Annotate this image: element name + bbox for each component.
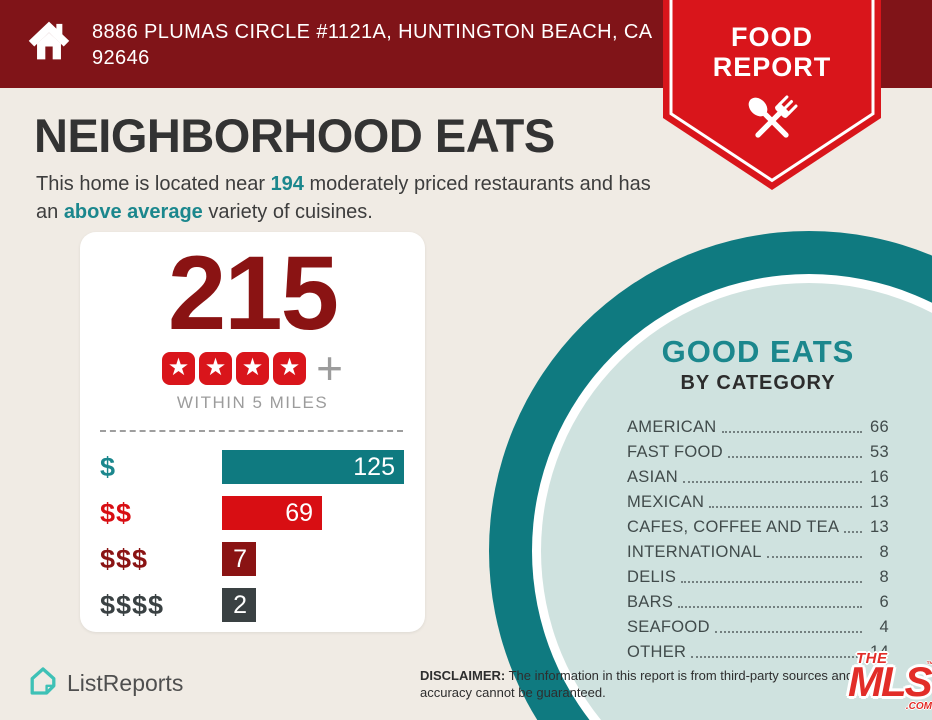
category-value: 13 (870, 517, 889, 536)
property-address: 8886 PLUMAS CIRCLE #1121A, HUNTINGTON BE… (92, 21, 652, 69)
star-icon: ★ (199, 351, 233, 385)
themls-logo: THE MLS ™ .COM (848, 650, 932, 716)
dashed-divider (100, 430, 403, 432)
category-row: FAST FOOD 53 (627, 436, 889, 461)
category-name: AMERICAN (627, 417, 717, 436)
dot-leader (714, 631, 862, 633)
category-name: ASIAN (627, 467, 679, 486)
category-row: CAFES, COFFEE AND TEA 13 (627, 511, 889, 536)
good-eats-title: GOOD EATS (661, 334, 855, 369)
price-bar: 2 (222, 588, 256, 622)
category-row: SEAFOOD 4 (627, 611, 889, 636)
category-value: 4 (879, 617, 889, 636)
price-bar: 7 (222, 542, 256, 576)
dot-leader (766, 556, 862, 558)
price-bar-row: $$ 69 (100, 496, 425, 530)
spoon-fork-icon (739, 88, 805, 159)
dot-leader (691, 656, 862, 658)
radius-caption: WITHIN 5 MILES (176, 393, 329, 412)
category-list: AMERICAN 66 FAST FOOD 53 ASIAN 16 MEXICAN 13… (627, 411, 889, 661)
star-icon: ★ (273, 351, 307, 385)
dot-leader (844, 531, 862, 533)
intro-text-pre: This home is located near (36, 173, 271, 195)
mls-wordmark: MLS (848, 658, 932, 705)
intro-text: This home is located near 194 moderately… (36, 170, 666, 227)
disclaimer-text: The information in this report is from t… (420, 668, 854, 701)
mls-trademark: ™ (926, 660, 932, 669)
category-value: 8 (879, 567, 889, 586)
category-name: CAFES, COFFEE AND TEA (627, 517, 840, 536)
category-name: OTHER (627, 642, 687, 661)
good-eats-subtitle: BY CATEGORY (680, 372, 836, 394)
price-bar: 69 (222, 496, 322, 530)
star-icon: ★ (162, 351, 196, 385)
category-value: 53 (870, 442, 889, 461)
mls-the: THE (856, 650, 888, 667)
badge-title: FOOD REPORT (663, 22, 881, 82)
category-value: 8 (879, 542, 889, 561)
price-level-label: $ (100, 451, 117, 482)
category-row: ASIAN 16 (627, 461, 889, 486)
disclaimer: DISCLAIMER: The information in this repo… (420, 667, 890, 701)
intro-text-post: variety of cuisines. (202, 201, 373, 224)
price-bar-row: $ 125 (100, 450, 425, 484)
listreports-brand: ListReports (28, 666, 183, 701)
category-value: 14 (870, 642, 889, 661)
category-value: 6 (879, 592, 889, 611)
mls-com: .COM (905, 701, 932, 712)
badge-line1: FOOD (731, 22, 813, 52)
plus-icon: + (316, 342, 343, 394)
star-rating: ★ ★ ★ ★ + (80, 342, 425, 394)
price-bar-row: $$$$ 2 (100, 588, 425, 622)
category-name: INTERNATIONAL (627, 542, 762, 561)
dot-leader (681, 581, 862, 583)
price-level-label: $$$ (100, 543, 149, 574)
dot-leader (709, 506, 862, 508)
category-name: MEXICAN (627, 492, 705, 511)
good-eats-section: GOOD EATS BY CATEGORY AMERICAN 66 FAST FO… (627, 334, 889, 661)
price-bar: 125 (222, 450, 404, 484)
badge-line2: REPORT (712, 52, 832, 83)
category-row: AMERICAN 66 (627, 411, 889, 436)
variety-highlight: above average (63, 201, 203, 224)
listreports-icon (28, 666, 58, 701)
total-restaurants: 215 (167, 235, 339, 352)
dot-leader (721, 431, 862, 433)
category-row: BARS 6 (627, 586, 889, 611)
category-name: DELIS (627, 567, 677, 586)
home-icon (26, 17, 72, 68)
category-value: 66 (870, 417, 889, 436)
category-row: OTHER 14 (627, 636, 889, 661)
category-row: DELIS 8 (627, 561, 889, 586)
category-row: INTERNATIONAL 8 (627, 536, 889, 561)
price-bar-row: $$$ 7 (100, 542, 425, 576)
restaurant-count: 194 (270, 173, 304, 195)
disclaimer-label: DISCLAIMER: (420, 668, 506, 683)
category-name: BARS (627, 592, 674, 611)
dot-leader (683, 481, 862, 483)
category-name: FAST FOOD (627, 442, 723, 461)
dot-leader (727, 456, 862, 458)
price-bar-chart: $ 125 $$ 69 $$$ 7 $$$$ 2 (80, 450, 425, 622)
category-value: 16 (870, 467, 889, 486)
food-report-badge: FOOD REPORT (663, 0, 881, 190)
category-name: SEAFOOD (627, 617, 710, 636)
page-title: NEIGHBORHOOD EATS (34, 109, 555, 162)
category-row: MEXICAN 13 (627, 486, 889, 511)
intro-text-mid: moderately priced restaurants and has an (36, 173, 651, 224)
listreports-wordmark: ListReports (67, 670, 184, 696)
dot-leader (678, 606, 862, 608)
price-level-label: $$$$ (100, 589, 165, 620)
price-level-label: $$ (100, 497, 133, 528)
summary-card: 215 ★ ★ ★ ★ + WITHIN 5 MILES $ 125 $$ 69… (80, 232, 425, 632)
category-value: 13 (870, 492, 889, 511)
star-icon: ★ (236, 351, 270, 385)
